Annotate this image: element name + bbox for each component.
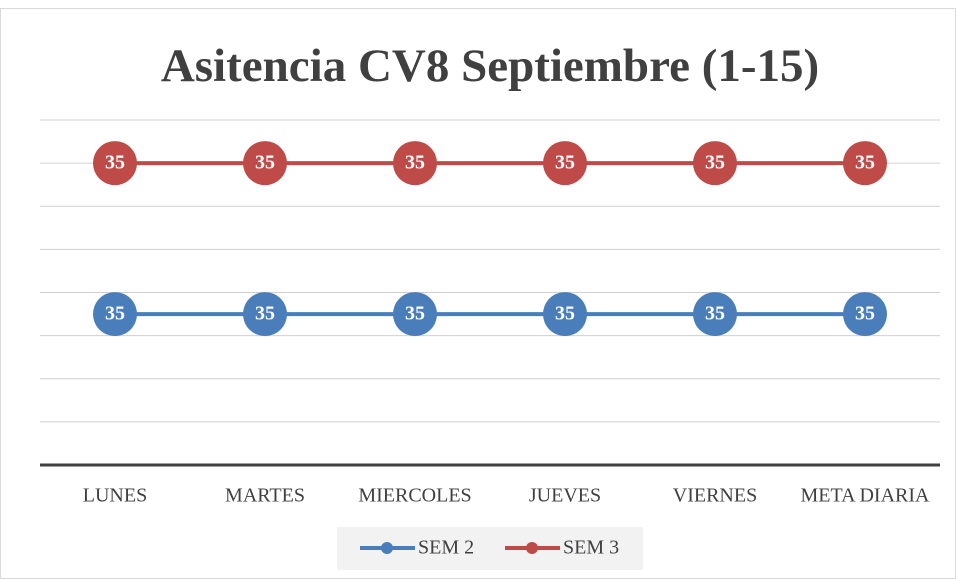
data-point — [693, 292, 737, 337]
chart-title: Asitencia CV8 Septiembre (1-15) — [161, 40, 819, 92]
data-point — [543, 141, 587, 186]
data-point — [393, 292, 437, 337]
data-label: 35 — [855, 303, 875, 325]
data-label: 35 — [555, 303, 575, 325]
chart-border — [0, 8, 956, 579]
legend-marker — [381, 542, 393, 554]
data-point — [393, 141, 437, 186]
x-tick-label: MARTES — [225, 485, 305, 507]
data-label: 35 — [255, 152, 275, 174]
data-label: 35 — [405, 303, 425, 325]
data-label: 35 — [255, 303, 275, 325]
x-tick-label: LUNES — [83, 485, 147, 507]
legend-marker — [526, 542, 538, 554]
data-point — [843, 292, 887, 337]
x-tick-label: VIERNES — [673, 485, 757, 507]
data-label: 35 — [705, 303, 725, 325]
data-label: 35 — [855, 152, 875, 174]
data-label: 35 — [555, 152, 575, 174]
x-tick-label: META DIARIA — [801, 485, 931, 507]
legend-label: SEM 2 — [418, 537, 474, 559]
x-tick-label: MIERCOLES — [358, 485, 471, 507]
data-point — [243, 141, 287, 186]
data-label: 35 — [705, 152, 725, 174]
data-label: 35 — [105, 303, 125, 325]
data-label: 35 — [105, 152, 125, 174]
data-point — [93, 141, 137, 186]
legend-label: SEM 3 — [563, 537, 619, 559]
x-tick-label: JUEVES — [529, 485, 601, 507]
data-point — [843, 141, 887, 186]
data-point — [543, 292, 587, 337]
data-point — [243, 292, 287, 337]
data-label: 35 — [405, 152, 425, 174]
data-point — [93, 292, 137, 337]
data-point — [693, 141, 737, 186]
